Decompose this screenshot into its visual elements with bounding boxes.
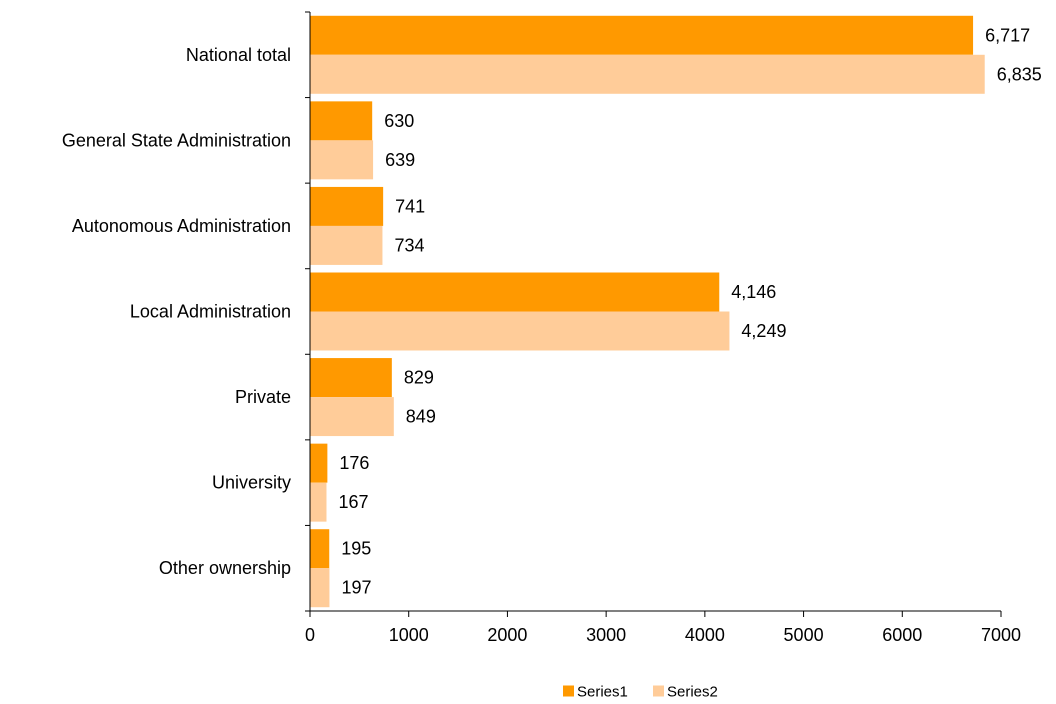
x-tick-label-3: 3000	[586, 625, 626, 645]
bar-2-5	[310, 397, 394, 437]
x-tick-label-0: 0	[305, 625, 315, 645]
data-label-2-5: 849	[406, 407, 436, 427]
data-label-2-3: 734	[394, 235, 424, 255]
legend-label-1: Series1	[577, 684, 628, 701]
bar-2-3	[310, 225, 383, 265]
legend-swatch-1	[563, 685, 574, 697]
data-label-1-4: 4,146	[731, 282, 776, 302]
category-label-7: Other ownership	[159, 558, 291, 578]
data-label-2-6: 167	[338, 492, 368, 512]
data-label-2-1: 6,835	[997, 64, 1042, 84]
bar-2-7	[310, 568, 330, 608]
data-label-2-2: 639	[385, 150, 415, 170]
data-label-1-1: 6,717	[985, 25, 1030, 45]
category-label-6: University	[212, 473, 291, 493]
category-label-5: Private	[235, 387, 291, 407]
x-tick-label-2: 2000	[487, 625, 527, 645]
data-label-1-3: 741	[395, 196, 425, 216]
data-label-1-7: 195	[341, 539, 371, 559]
category-label-2: General State Administration	[62, 130, 291, 150]
x-tick-label-5: 5000	[784, 625, 824, 645]
legend-label-2: Series2	[667, 684, 718, 701]
bar-1-2	[310, 101, 373, 141]
bar-1-6	[310, 443, 328, 483]
data-label-1-2: 630	[384, 111, 414, 131]
category-label-1: National total	[186, 45, 291, 65]
category-label-4: Local Administration	[130, 302, 291, 322]
bar-1-3	[310, 186, 384, 226]
bar-1-7	[310, 529, 330, 569]
x-tick-label-4: 4000	[685, 625, 725, 645]
bars-layer	[310, 15, 985, 608]
bar-2-1	[310, 54, 985, 94]
bar-2-6	[310, 482, 327, 522]
axis-layer	[305, 11, 1002, 617]
x-tick-label-7: 7000	[981, 625, 1021, 645]
legend: Series1 Series2	[563, 684, 718, 701]
data-label-2-4: 4,249	[741, 321, 786, 341]
bar-1-4	[310, 272, 720, 312]
bar-2-4	[310, 311, 730, 351]
data-label-1-5: 829	[404, 368, 434, 388]
legend-swatch-2	[653, 685, 664, 697]
bar-1-1	[310, 15, 974, 55]
data-label-2-7: 197	[341, 578, 371, 598]
data-label-1-6: 176	[339, 453, 369, 473]
x-tick-label-1: 1000	[389, 625, 429, 645]
category-label-3: Autonomous Administration	[72, 216, 291, 236]
x-tick-label-6: 6000	[882, 625, 922, 645]
bar-1-5	[310, 358, 392, 398]
bar-2-2	[310, 140, 374, 180]
labels-layer: 6,717 6,835 National total 630 639 General St…	[62, 25, 1042, 645]
